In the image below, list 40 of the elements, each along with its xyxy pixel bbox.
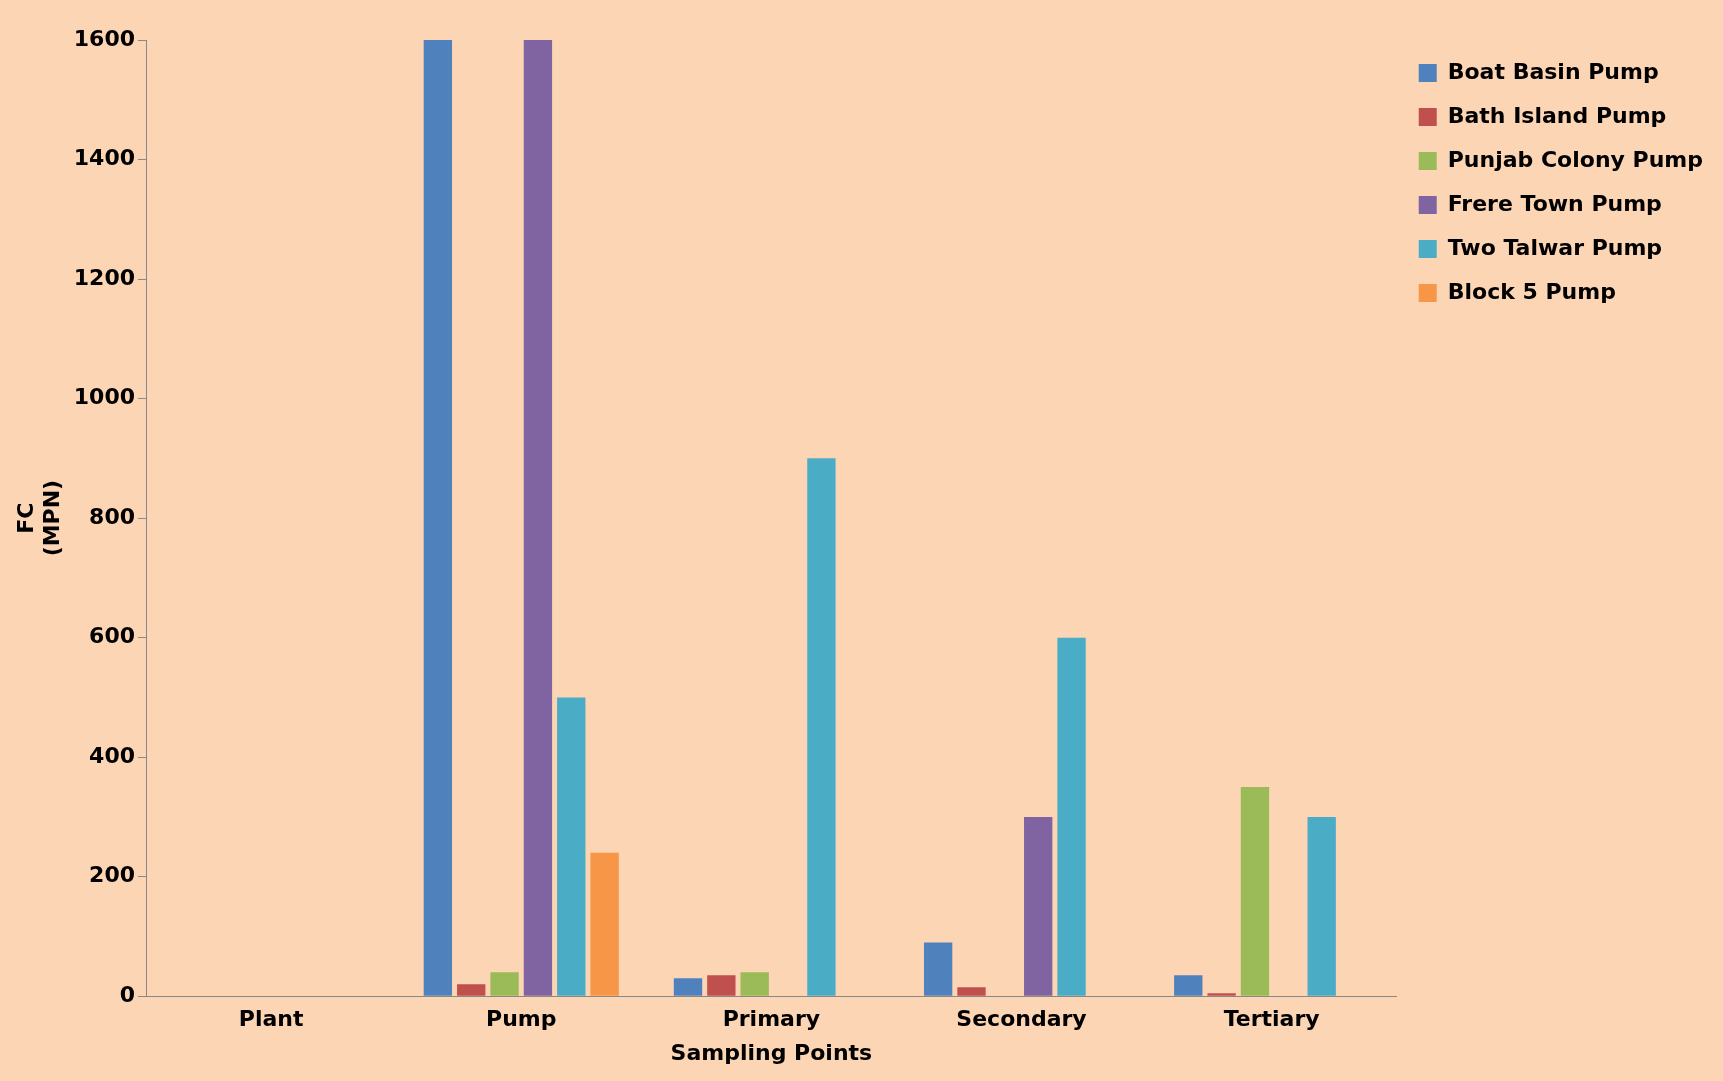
bar — [557, 697, 586, 996]
x-tick-label: Pump — [486, 1006, 557, 1032]
y-tick-label: 1400 — [73, 145, 136, 171]
bar — [523, 40, 553, 996]
x-tick-label: Tertiary — [1223, 1006, 1320, 1032]
y-tick-label: 800 — [89, 503, 136, 529]
y-axis-title: FC (MPN) — [12, 479, 65, 557]
x-tick-label: Plant — [238, 1006, 304, 1032]
legend-label: Boat Basin Pump — [1447, 58, 1659, 84]
x-tick-label: Primary — [722, 1006, 821, 1032]
bar — [673, 978, 703, 996]
legend-label: Frere Town Pump — [1447, 190, 1662, 216]
x-tick-label: Secondary — [956, 1006, 1087, 1032]
bar — [957, 987, 986, 996]
legend-label: Two Talwar Pump — [1447, 234, 1663, 260]
y-tick-label: 600 — [89, 623, 136, 649]
bar — [807, 458, 836, 996]
bar — [1307, 816, 1336, 996]
bar — [423, 40, 453, 996]
y-tick-label: 1200 — [73, 264, 136, 290]
bar — [490, 972, 519, 996]
bar — [457, 984, 486, 996]
y-tick-label: 400 — [89, 742, 136, 768]
bar — [923, 942, 953, 996]
bar — [707, 975, 736, 996]
bar — [740, 972, 769, 996]
y-tick-label: 1600 — [73, 25, 136, 51]
y-tick-label: 0 — [119, 981, 136, 1007]
bar — [1174, 975, 1203, 996]
x-axis-title: Sampling Points — [670, 1039, 873, 1065]
bar — [1024, 816, 1053, 996]
bar — [1207, 993, 1236, 996]
bar — [590, 852, 619, 996]
y-tick-label: 1000 — [73, 384, 136, 410]
bar — [1057, 637, 1086, 996]
legend-label: Block 5 Pump — [1447, 278, 1616, 304]
y-tick-label: 200 — [89, 862, 136, 888]
legend-label: Bath Island Pump — [1447, 102, 1667, 128]
legend-label: Punjab Colony Pump — [1447, 146, 1703, 172]
bar — [1240, 787, 1270, 996]
